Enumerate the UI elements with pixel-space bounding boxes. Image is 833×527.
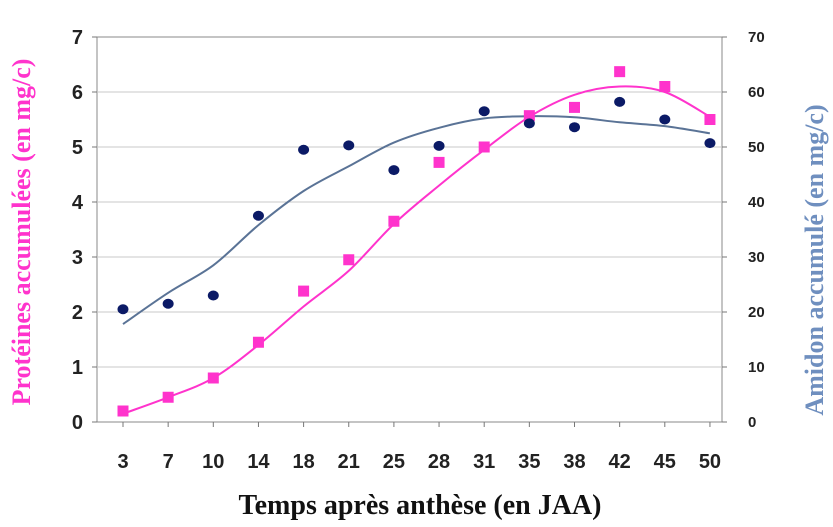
protein-point <box>298 285 310 297</box>
protein-point <box>162 391 174 403</box>
starch-point <box>117 304 129 315</box>
starch-point <box>433 140 445 151</box>
protein-point <box>614 66 626 78</box>
protein-point <box>252 336 264 348</box>
data-points <box>117 66 716 417</box>
left-tick-label: 5 <box>72 137 83 159</box>
right-tick-label: 0 <box>748 414 756 431</box>
x-tick-label: 31 <box>473 451 495 473</box>
protein-point <box>343 254 355 266</box>
starch-point <box>207 290 219 301</box>
left-tick-label: 2 <box>72 302 83 324</box>
protein-point <box>569 101 580 113</box>
x-tick-label: 45 <box>654 451 676 473</box>
protein-point <box>207 372 219 384</box>
x-axis-ticks: 3 7 10 14 18 21 25 28 31 35 38 42 45 50 <box>117 422 721 473</box>
protein-point <box>523 110 535 122</box>
starch-point <box>659 114 671 125</box>
starch-point <box>343 140 355 151</box>
left-axis-ticks: 0 1 2 3 4 5 6 7 <box>72 27 97 434</box>
starch-point <box>569 122 580 133</box>
right-tick-label: 20 <box>748 304 765 321</box>
right-axis-ticks: 0 10 20 30 40 50 60 70 <box>722 29 765 431</box>
protein-point <box>704 114 716 125</box>
x-axis-title: Temps après anthèse (en JAA) <box>239 490 602 521</box>
right-tick-label: 70 <box>748 29 765 46</box>
right-tick-label: 60 <box>748 84 765 101</box>
x-tick-label: 42 <box>609 451 631 473</box>
protein-point <box>478 141 490 153</box>
starch-point <box>252 210 264 221</box>
x-tick-label: 28 <box>428 451 450 473</box>
x-tick-label: 10 <box>202 451 224 473</box>
left-tick-label: 3 <box>72 247 83 269</box>
x-tick-label: 38 <box>563 451 585 473</box>
grid-lines <box>97 91 722 368</box>
right-axis-title: Amidon accumulé (en mg/c) <box>800 104 829 415</box>
starch-point <box>162 298 174 309</box>
x-tick-label: 18 <box>292 451 314 473</box>
right-tick-label: 10 <box>748 359 765 376</box>
x-tick-label: 3 <box>117 451 128 473</box>
x-tick-label: 50 <box>699 451 721 473</box>
starch-point <box>388 165 400 176</box>
protein-point <box>117 405 129 417</box>
right-tick-label: 50 <box>748 139 765 156</box>
protein-point <box>388 215 400 227</box>
starch-point <box>523 118 535 129</box>
protein-point <box>433 156 445 168</box>
starch-point <box>614 96 626 107</box>
protein-point <box>659 81 671 92</box>
plot-area <box>96 36 723 423</box>
right-tick-label: 40 <box>748 194 765 211</box>
left-tick-label: 4 <box>72 192 84 214</box>
starch-fit-curve <box>122 115 711 325</box>
right-tick-label: 30 <box>748 249 765 266</box>
starch-point <box>298 144 310 155</box>
x-tick-label: 21 <box>338 451 360 473</box>
left-tick-label: 0 <box>72 412 83 434</box>
x-tick-label: 14 <box>247 451 270 473</box>
starch-point <box>478 106 490 117</box>
x-tick-label: 35 <box>518 451 540 473</box>
left-tick-label: 7 <box>72 27 83 49</box>
x-tick-label: 25 <box>383 451 405 473</box>
left-axis-title: Protéines accumulées (en mg/c) <box>7 59 36 406</box>
x-tick-label: 7 <box>163 451 174 473</box>
left-tick-label: 1 <box>72 357 83 379</box>
starch-point <box>704 138 716 149</box>
left-tick-label: 6 <box>72 82 83 104</box>
